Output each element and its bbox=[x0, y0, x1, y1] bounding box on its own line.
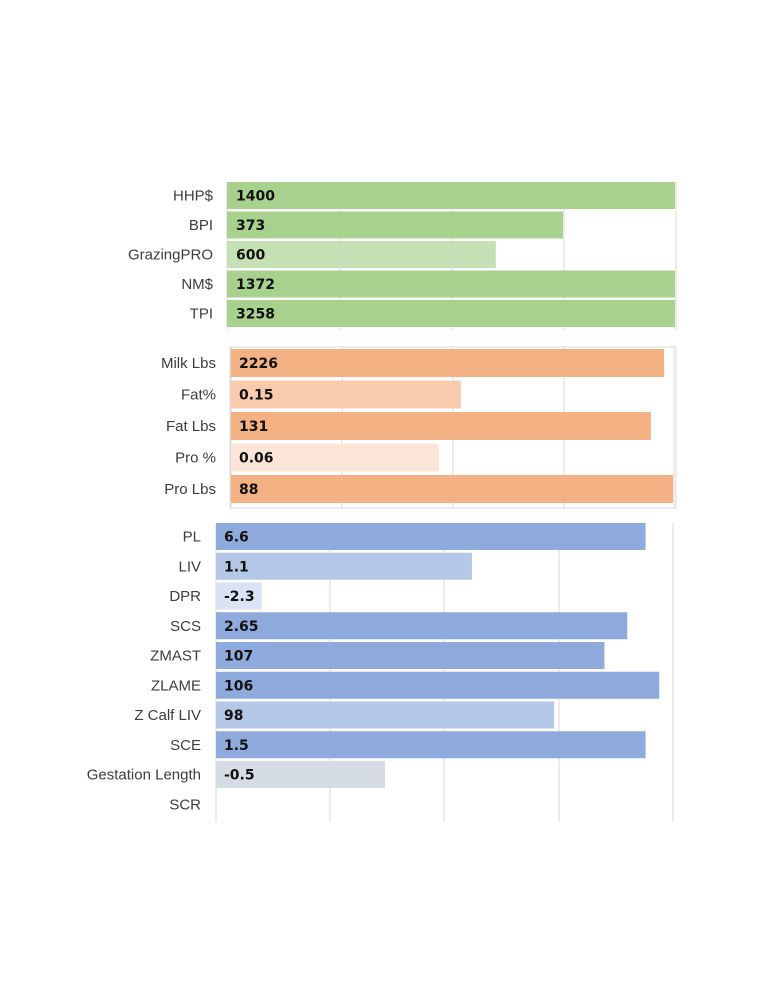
bar bbox=[216, 701, 555, 729]
category-label: SCS bbox=[170, 618, 201, 635]
panel-3: PL 6.6 LIV 1.1 DPR -2.3 SCS 2.65 ZMAST 107 ZLAME 10… bbox=[87, 523, 674, 822]
value-label: 0.15 bbox=[239, 388, 274, 404]
bar bbox=[227, 300, 675, 327]
bar bbox=[216, 523, 646, 550]
value-label: 2.65 bbox=[224, 619, 259, 635]
bar bbox=[216, 731, 646, 759]
bar bbox=[227, 211, 563, 239]
value-label: -2.3 bbox=[224, 589, 255, 605]
value-label: 0.06 bbox=[239, 451, 274, 467]
value-label: 600 bbox=[236, 248, 265, 264]
value-label: 98 bbox=[224, 708, 243, 724]
category-label: Milk Lbs bbox=[161, 355, 216, 372]
bar bbox=[231, 349, 665, 377]
bar bbox=[216, 612, 628, 640]
value-label: 1.1 bbox=[224, 559, 249, 575]
category-label: Z Calf LIV bbox=[134, 707, 201, 724]
category-label: Fat% bbox=[181, 387, 216, 404]
panel-2: Milk Lbs 2226 Fat% 0.15 Fat Lbs 131 Pro % 0.06 P… bbox=[161, 346, 677, 509]
category-label: DPR bbox=[169, 588, 201, 605]
category-label: Pro % bbox=[175, 450, 216, 467]
value-label: 1372 bbox=[236, 277, 275, 293]
category-label: LIV bbox=[178, 558, 201, 575]
value-label: 2226 bbox=[239, 356, 278, 372]
category-label: PL bbox=[183, 529, 201, 546]
value-label: 6.6 bbox=[224, 530, 249, 546]
category-label: BPI bbox=[189, 217, 213, 234]
value-label: 1400 bbox=[236, 189, 275, 205]
bar bbox=[231, 412, 651, 440]
panel-1: HHP$ 1400 BPI 373 GrazingPRO 600 NM$ 1372 TPI 325… bbox=[128, 182, 677, 330]
value-label: 131 bbox=[239, 419, 268, 435]
bar bbox=[216, 671, 660, 699]
bar bbox=[227, 182, 675, 209]
value-label: 106 bbox=[224, 678, 253, 694]
category-label: ZMAST bbox=[150, 648, 201, 665]
category-label: Gestation Length bbox=[87, 767, 201, 784]
category-label: Fat Lbs bbox=[166, 418, 216, 435]
value-label: 373 bbox=[236, 218, 265, 234]
bar bbox=[227, 241, 496, 268]
value-label: 107 bbox=[224, 649, 253, 665]
bar bbox=[231, 475, 673, 503]
bar bbox=[216, 552, 472, 580]
bar bbox=[216, 761, 386, 788]
category-label: GrazingPRO bbox=[128, 247, 213, 264]
panel-border bbox=[229, 346, 677, 509]
bar bbox=[231, 443, 439, 472]
category-label: TPI bbox=[190, 306, 213, 323]
value-label: 1.5 bbox=[224, 738, 249, 754]
category-label: SCE bbox=[170, 737, 201, 754]
category-label: ZLAME bbox=[151, 677, 201, 694]
bar bbox=[216, 642, 605, 669]
bar bbox=[216, 582, 262, 610]
bar bbox=[227, 270, 675, 298]
category-label: SCR bbox=[169, 796, 201, 813]
category-label: NM$ bbox=[181, 276, 213, 293]
category-label: Pro Lbs bbox=[164, 481, 216, 498]
bar bbox=[231, 380, 461, 409]
value-label: -0.5 bbox=[224, 768, 255, 784]
category-label: HHP$ bbox=[173, 188, 214, 205]
value-label: 3258 bbox=[236, 307, 275, 323]
value-label: 88 bbox=[239, 482, 258, 498]
